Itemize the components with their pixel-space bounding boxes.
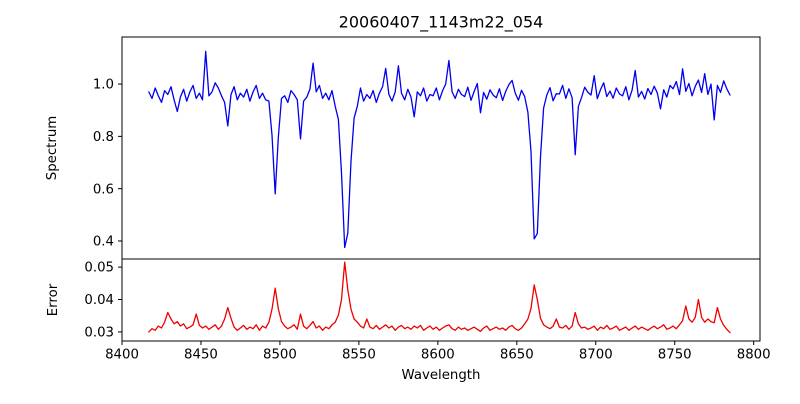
spectrum-y-tick-label: 0.8	[93, 130, 114, 145]
error-line	[148, 261, 731, 334]
plot-layer: 0.4 0.6 0.8 1.0 0.03 0.04 0.05 8400 8450 8500 8550…	[84, 36, 771, 363]
x-tick-label: 8650	[500, 348, 534, 363]
x-tick-label: 8450	[184, 348, 218, 363]
x-tick-label: 8600	[421, 348, 455, 363]
spectrum-y-tick-label: 1.0	[93, 78, 114, 93]
x-tick-label: 8700	[579, 348, 613, 363]
error-y-tick-label: 0.03	[84, 326, 114, 341]
spectrum-y-tick-label: 0.4	[93, 235, 114, 250]
spectrum-line	[148, 50, 731, 249]
xaxis-label: Wavelength	[402, 368, 481, 383]
spectrum-ylabel: Spectrum	[45, 116, 60, 180]
x-tick-label: 8750	[658, 348, 692, 363]
error-y-tick-label: 0.04	[84, 293, 114, 308]
x-tick-label: 8550	[342, 348, 376, 363]
chart-title: 20060407_1143m22_054	[339, 13, 544, 33]
x-tick-label: 8800	[737, 348, 771, 363]
spectrum-y-tick-label: 0.6	[93, 182, 114, 197]
x-tick-label: 8400	[105, 348, 139, 363]
error-ylabel: Error	[46, 283, 61, 316]
x-tick-label: 8500	[263, 348, 297, 363]
spectrum-plot-area	[121, 36, 761, 260]
error-y-tick-label: 0.05	[84, 261, 114, 276]
